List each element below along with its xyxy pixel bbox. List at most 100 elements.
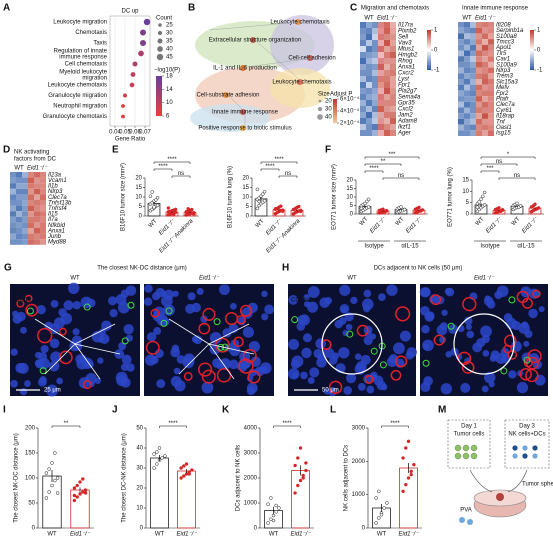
node: [297, 79, 303, 85]
significance: ***: [486, 166, 494, 172]
data-point: [401, 456, 405, 460]
gene-label: Il23a: [48, 172, 62, 178]
colorbar: [530, 30, 534, 70]
column-label: Eid1⁻/⁻: [475, 16, 496, 22]
gene-label: Il7a: [48, 217, 58, 223]
condition-label: Eid1⁻/⁻: [474, 276, 495, 282]
heat-cell: [40, 200, 46, 206]
significance: ns: [178, 171, 184, 177]
data-point: [150, 190, 154, 194]
significance: ns: [398, 173, 404, 179]
sig-bracket: [381, 425, 409, 428]
significance: ns: [285, 171, 291, 177]
legend-label: 25: [166, 23, 173, 29]
heat-cell: [40, 183, 46, 189]
heat-cell: [22, 233, 28, 240]
heat-cell: [470, 130, 476, 136]
y-tick-label: 50: [136, 426, 143, 432]
heat-cell: [390, 40, 396, 46]
gene-label: Nlrp3: [48, 189, 63, 195]
heat-cell: [366, 40, 372, 46]
heat-cell: [40, 205, 46, 212]
heat-cell: [384, 106, 390, 112]
heat-cell: [28, 239, 34, 245]
y-tick-label: 15: [135, 185, 142, 191]
heat-cell: [482, 73, 488, 79]
data-point: [301, 476, 305, 480]
heat-cell: [28, 183, 34, 189]
gene-label: Ager: [397, 131, 412, 137]
dc-cell: [236, 314, 246, 325]
heat-cell: [372, 124, 378, 130]
legend-size: [157, 30, 163, 36]
gene-label: Clec7a: [48, 195, 67, 201]
data-point: [190, 207, 194, 212]
heat-cell: [378, 46, 384, 52]
heat-cell: [470, 22, 476, 28]
heat-cell: [458, 124, 464, 131]
nucleus: [316, 357, 327, 368]
data-point: [155, 462, 159, 466]
nucleus: [10, 379, 18, 388]
heat-cell: [476, 27, 482, 34]
heat-cell: [16, 188, 22, 195]
heat-cell: [34, 194, 40, 200]
x-tick-label: 0.06: [129, 130, 141, 136]
heat-cell: [360, 94, 366, 100]
heat-cell: [458, 33, 464, 40]
nucleus: [146, 332, 157, 342]
heat-cell: [476, 107, 482, 114]
nucleus: [370, 333, 377, 340]
heat-cell: [390, 46, 396, 52]
nk-cell: [39, 367, 47, 375]
nucleus: [363, 335, 373, 346]
heat-cell: [10, 200, 16, 206]
y-tick-label: 15: [462, 178, 469, 184]
nucleus: [331, 352, 340, 360]
category-label: Myeloid leukocyte migration: [59, 69, 107, 81]
heat-cell: [34, 188, 40, 195]
colorbar-label: 0: [434, 48, 438, 54]
gene-label: Tnfsf13b: [48, 200, 72, 206]
heat-cell: [378, 28, 384, 34]
nucleus: [201, 381, 214, 394]
heat-cell: [482, 22, 488, 28]
y-tick-label: 15: [242, 185, 249, 191]
panel-title: DCs adjacent to NK cells (50 μm): [374, 266, 463, 272]
heat-cell: [470, 56, 476, 62]
y-axis-title: The closest DC-NK distance (μm): [122, 433, 128, 522]
y-tick-label: 0: [350, 212, 354, 218]
gene-label: Ikzf1: [398, 125, 411, 131]
heat-cell: [22, 211, 28, 217]
gene-label: Cxcl2: [398, 107, 414, 113]
nucleus: [228, 359, 239, 370]
heat-cell: [476, 50, 482, 57]
heat-cell: [482, 101, 488, 108]
legend-label: 45: [166, 55, 173, 61]
dc-cell: [395, 355, 408, 368]
bar: [177, 470, 196, 529]
heat-cell: [366, 34, 372, 40]
y-tick-label: 10: [242, 195, 249, 201]
heat-cell: [10, 183, 16, 189]
heat-cell: [372, 58, 378, 64]
heat-cell: [366, 100, 372, 106]
heat-cell: [464, 67, 470, 74]
heat-cell: [10, 205, 16, 212]
heat-cell: [366, 64, 372, 70]
data-point: [186, 207, 190, 211]
significance: ****: [167, 157, 177, 163]
heat-cell: [488, 67, 494, 74]
heat-cell: [458, 61, 464, 68]
group-label: Eid1⁻/⁻ Anakinra: [265, 218, 302, 255]
gene-label: Gpr35: [398, 101, 415, 107]
category-label: Granulocyte migration: [48, 93, 107, 99]
nucleus: [301, 347, 312, 359]
x-tick-label: 0.05: [119, 130, 131, 136]
heat-cell: [372, 100, 378, 106]
dc-cell: [198, 362, 213, 377]
dc-cell: [461, 361, 475, 374]
heat-cell: [390, 28, 396, 34]
cell-icon: [532, 453, 538, 459]
heat-cell: [28, 228, 34, 234]
